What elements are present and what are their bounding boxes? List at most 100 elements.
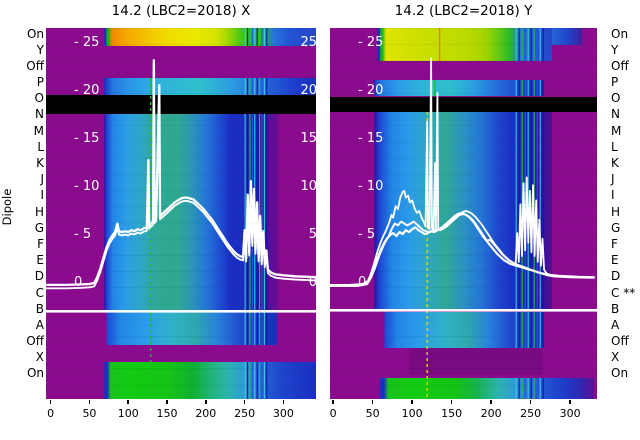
row-label-left: P <box>36 75 44 90</box>
stripe <box>266 114 268 310</box>
x-tick-label: 250 <box>234 407 256 420</box>
x-tick-mark <box>411 400 413 404</box>
stripe <box>244 28 246 46</box>
inner-ytick-label-left: 0 <box>358 275 367 290</box>
x-tick-mark <box>127 400 129 404</box>
band-marker-line <box>439 28 441 61</box>
x-tick-label: 250 <box>520 407 542 420</box>
row-label-left: J <box>40 172 44 187</box>
stripe <box>539 112 541 309</box>
row-label-right: E <box>611 253 619 268</box>
row-label-right: On <box>611 366 629 381</box>
stripe <box>244 114 246 310</box>
row-label-left: O <box>34 91 44 106</box>
inner-ytick-label-right: 25 <box>300 35 317 50</box>
heatmap-panel-y <box>330 28 597 399</box>
heatmap-band-top-strip-right <box>551 28 582 45</box>
heatmap-band-sub-line-strip <box>384 312 545 348</box>
heatmap-band-dark-texture-block <box>408 348 543 375</box>
stripe <box>524 378 526 399</box>
row-label-right: C ** <box>611 285 636 300</box>
stripe <box>518 112 520 309</box>
black-band <box>330 97 597 112</box>
inner-ytick-label-left: - 15 <box>358 131 384 146</box>
row-label-right: Off <box>611 58 629 73</box>
stripe <box>263 78 265 95</box>
stripe <box>518 28 520 61</box>
inner-ytick-label-left: - 5 <box>74 227 92 242</box>
stripe <box>254 362 256 399</box>
stripe <box>259 78 261 95</box>
stripe <box>249 362 251 399</box>
stripe <box>251 312 253 345</box>
row-label-left: N <box>35 107 44 122</box>
stripe <box>244 362 246 399</box>
x-tick-mark <box>569 400 571 404</box>
stripe <box>249 78 251 95</box>
row-label-left: Y <box>36 42 44 57</box>
x-tick-label: 100 <box>401 407 423 420</box>
inner-ytick-label-left: - 20 <box>74 83 100 98</box>
row-label-right: N <box>611 107 620 122</box>
stripe <box>530 312 532 348</box>
heatmap-band-p-row-strip <box>374 80 543 96</box>
row-label-right: G <box>611 220 621 235</box>
inner-ytick-label-left: - 10 <box>358 179 384 194</box>
stripe <box>527 80 529 96</box>
inner-ytick-label-left: - 10 <box>74 179 100 194</box>
stripe <box>515 80 517 96</box>
stripe <box>261 362 263 399</box>
row-label-right: M <box>611 123 622 138</box>
stripe <box>542 312 544 348</box>
band-marker-line <box>434 80 436 96</box>
inner-ytick-label-left: - 25 <box>74 35 100 50</box>
inner-ytick-label-right: 15 <box>300 131 317 146</box>
x-tick-mark <box>88 400 91 404</box>
stripe <box>263 28 265 46</box>
row-label-left: K <box>36 156 44 171</box>
stripe <box>515 28 517 61</box>
stripe <box>536 80 538 96</box>
x-tick-mark <box>49 400 52 404</box>
x-tick-label: 300 <box>272 407 294 420</box>
stripe <box>266 28 268 46</box>
x-tick-label: 150 <box>441 407 463 420</box>
row-label-left: A <box>35 317 44 332</box>
x-tick-mark <box>243 400 246 404</box>
stripe <box>515 378 517 399</box>
stripe <box>251 28 253 46</box>
inner-ytick-label-left: 0 <box>74 275 83 290</box>
inner-ytick-label-right: 20 <box>300 83 317 98</box>
stripe <box>266 362 268 399</box>
stripe <box>518 80 520 96</box>
row-label-right: On <box>611 26 629 41</box>
stripe <box>247 362 249 399</box>
stripe <box>533 312 535 348</box>
stripe <box>266 78 268 95</box>
stripe <box>542 80 544 96</box>
white-horizontal-line <box>330 309 597 312</box>
inner-ytick-label-left: - 20 <box>358 83 384 98</box>
row-label-right: K <box>611 156 619 171</box>
stripe <box>524 312 526 348</box>
stripe <box>249 28 251 46</box>
row-label-left: F <box>37 236 44 251</box>
stripe <box>515 312 517 348</box>
x-tick-label: 0 <box>329 407 337 420</box>
stripe <box>536 378 538 399</box>
row-label-right: H <box>611 204 621 219</box>
stripe <box>539 80 541 96</box>
row-label-left: X <box>35 350 44 365</box>
stripe <box>256 312 258 345</box>
stripe <box>251 78 253 95</box>
row-label-left: On <box>26 26 44 41</box>
stripe <box>256 28 258 46</box>
stripe <box>254 28 256 46</box>
stripe <box>259 312 261 345</box>
row-label-right: J <box>611 172 615 187</box>
stripe <box>256 362 258 399</box>
panel-title-x: 14.2 (LBC2=2018) X <box>111 3 251 19</box>
stripe <box>261 312 263 345</box>
stripe <box>533 378 535 399</box>
stripe <box>259 28 261 46</box>
